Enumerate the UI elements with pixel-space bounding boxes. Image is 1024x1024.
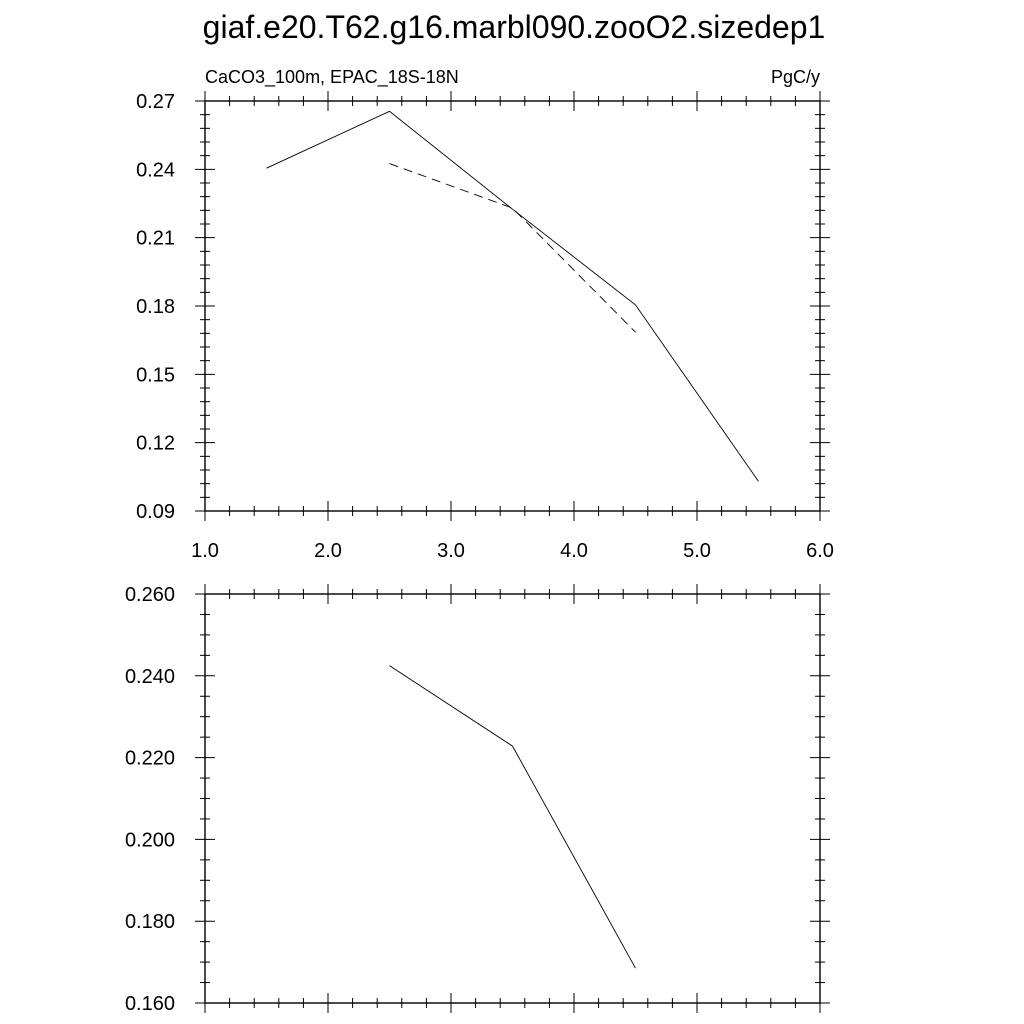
- series-line-solid: [266, 110, 759, 482]
- y-tick-label: 0.27: [136, 91, 175, 113]
- figure-title: giaf.e20.T62.g16.marbl090.zooO2.sizedep1: [203, 9, 826, 45]
- series-line-dashed: [389, 163, 636, 333]
- x-tick-label: 1.0: [191, 540, 219, 562]
- x-tick-label: 5.0: [683, 540, 711, 562]
- y-tick-label: 0.15: [136, 364, 175, 386]
- y-tick-label: 0.180: [125, 911, 175, 933]
- y-tick-label: 0.09: [136, 501, 175, 523]
- y-tick-label: 0.18: [136, 296, 175, 318]
- x-tick-label: 4.0: [560, 540, 588, 562]
- panel-left-label: CaCO3_100m, EPAC_18S-18N: [205, 67, 459, 88]
- bottom-panel: 0.160 0.180 0.200 0.220 0.240 0.260: [125, 584, 830, 1015]
- x-tick-label: 2.0: [314, 540, 342, 562]
- y-tick-label: 0.21: [136, 228, 175, 250]
- y-tick-label: 0.260: [125, 584, 175, 606]
- x-tick-label: 3.0: [437, 540, 465, 562]
- y-tick-label: 0.160: [125, 993, 175, 1015]
- series-line-solid: [389, 665, 636, 969]
- y-tick-label: 0.200: [125, 829, 175, 851]
- y-tick-label: 0.240: [125, 666, 175, 688]
- y-tick-label: 0.220: [125, 748, 175, 770]
- y-tick-label: 0.12: [136, 433, 175, 455]
- panel-units-label: PgC/y: [771, 67, 820, 87]
- x-tick-label: 6.0: [806, 540, 834, 562]
- y-tick-label: 0.24: [136, 159, 175, 181]
- top-panel: CaCO3_100m, EPAC_18S-18N PgC/y 1.0 2.0 3.0 4.…: [136, 67, 834, 562]
- plot-frame: [204, 593, 821, 1004]
- plot-frame: [204, 100, 821, 512]
